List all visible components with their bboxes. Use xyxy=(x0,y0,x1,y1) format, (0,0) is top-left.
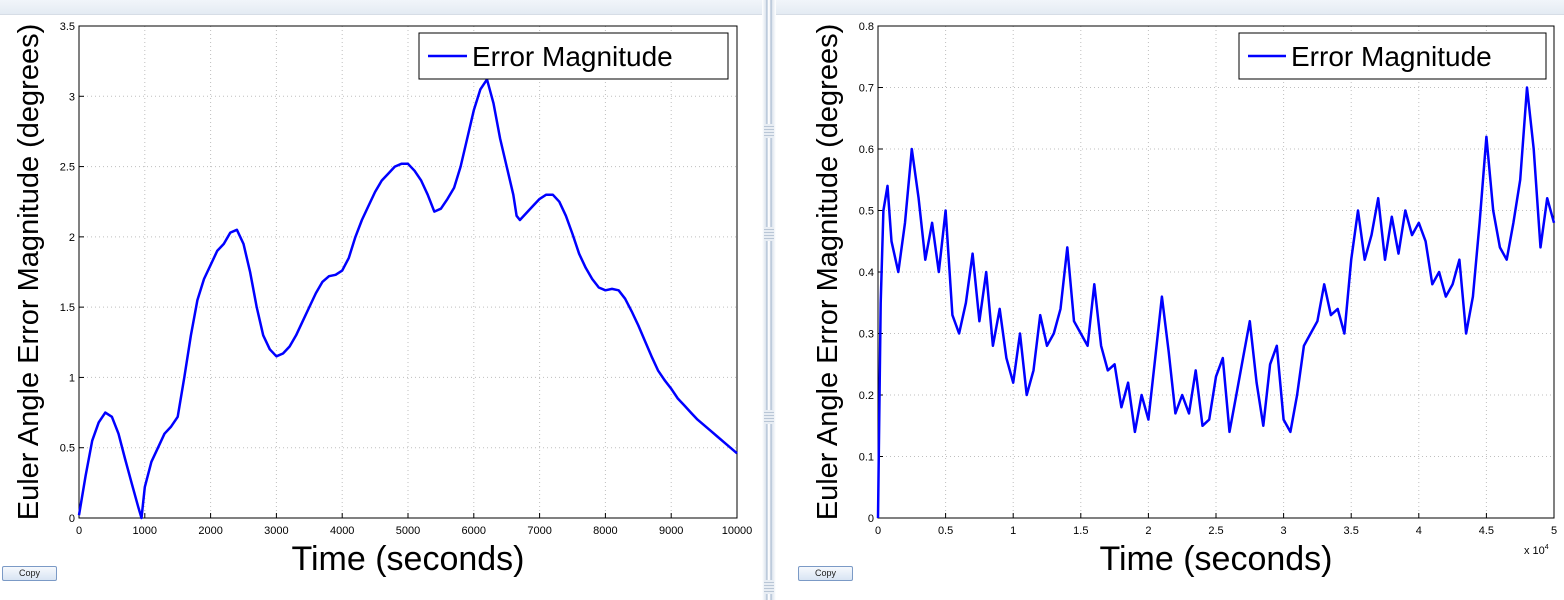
x-tick-label: 9000 xyxy=(659,525,683,537)
x-tick-label: 10000 xyxy=(722,525,753,537)
x-tick-label: 2 xyxy=(1145,525,1151,537)
figure-panel-right: 0 0.5 1 1.5 2 2.5 3 3.5 4 4.5 5 0 0.1 0.2 0.3 0.4 0.5 0.6… xyxy=(776,0,1564,600)
x-tick-label: 0 xyxy=(76,525,82,537)
plot-area xyxy=(79,26,737,518)
y-axis-label: Euler Angle Error Magnitude (degrees) xyxy=(812,24,844,520)
y-tick-label: 0.3 xyxy=(859,329,874,341)
x-tick-label: 3.5 xyxy=(1344,525,1359,537)
splitter-grip-low[interactable] xyxy=(764,410,774,424)
y-tick-label: 0.2 xyxy=(859,390,874,402)
series-line-error-magnitude xyxy=(876,86,1556,519)
window-top-strip-right xyxy=(776,0,1564,15)
x-tick-label: 1.5 xyxy=(1073,525,1088,537)
x-tick-label: 4 xyxy=(1416,525,1422,537)
x-tick-label: 5000 xyxy=(396,525,420,537)
splitter-grip-bottom[interactable] xyxy=(764,580,774,594)
y-tick-label: 3.5 xyxy=(60,21,75,33)
x-tick-label: 1000 xyxy=(133,525,157,537)
x-tick-label: 0.5 xyxy=(938,525,953,537)
y-tick-label: 0.4 xyxy=(859,267,874,279)
pane-splitter[interactable] xyxy=(762,0,776,600)
y-tick-label: 0 xyxy=(69,513,75,525)
x-tick-label: 0 xyxy=(875,525,881,537)
y-tick-label: 0.8 xyxy=(859,21,874,33)
y-tick-label: 2.5 xyxy=(60,162,75,174)
x-tick-label: 3 xyxy=(1281,525,1287,537)
x-tick-label: 1 xyxy=(1010,525,1016,537)
y-tick-label: 1 xyxy=(69,372,75,384)
x-tick-label: 5 xyxy=(1551,525,1557,537)
window-top-strip-left xyxy=(0,0,762,15)
legend: Error Magnitude xyxy=(1238,32,1547,80)
series-line-error-magnitude xyxy=(77,78,738,520)
y-tick-label: 3 xyxy=(69,91,75,103)
x-tick-label: 3000 xyxy=(264,525,288,537)
line-chart-left: 0 1000 2000 3000 4000 5000 6000 7000 8000 9000 100… xyxy=(13,21,753,578)
line-chart-right: 0 0.5 1 1.5 2 2.5 3 3.5 4 4.5 5 0 0.1 0.2 0.3 0.4 0.5 0.6… xyxy=(812,21,1557,578)
x-axis-exponent-power: 4 xyxy=(1545,544,1549,551)
copy-button-right[interactable]: Copy xyxy=(798,566,853,581)
y-tick-label: 0.7 xyxy=(859,83,874,95)
splitter-grip-mid[interactable] xyxy=(764,227,774,241)
y-tick-label: 0.5 xyxy=(859,206,874,218)
y-tick-label: 2 xyxy=(69,232,75,244)
x-tick-label: 6000 xyxy=(462,525,486,537)
splitter-grip-top[interactable] xyxy=(764,124,774,138)
x-tick-label: 8000 xyxy=(593,525,617,537)
y-tick-label: 0.6 xyxy=(859,144,874,156)
x-tick-label: 2.5 xyxy=(1208,525,1223,537)
y-axis-label: Euler Angle Error Magnitude (degrees) xyxy=(13,24,45,520)
x-axis-exponent: x 104 xyxy=(1524,544,1549,557)
legend-box xyxy=(1238,32,1547,80)
legend: Error Magnitude xyxy=(418,32,729,80)
x-tick-label: 7000 xyxy=(527,525,551,537)
x-tick-label: 2000 xyxy=(198,525,222,537)
plot-area xyxy=(878,26,1554,518)
legend-entry-label: Error Magnitude xyxy=(472,41,673,72)
legend-box xyxy=(418,32,729,80)
legend-entry-label: Error Magnitude xyxy=(1291,41,1492,72)
copy-button-left[interactable]: Copy xyxy=(2,566,57,581)
x-tick-label: 4000 xyxy=(330,525,354,537)
y-tick-label: 0.1 xyxy=(859,452,874,464)
y-tick-label: 0 xyxy=(868,513,874,525)
y-tick-label: 0.5 xyxy=(60,443,75,455)
x-axis-label: Time (seconds) xyxy=(291,540,524,578)
figure-panel-left: 0 1000 2000 3000 4000 5000 6000 7000 8000 9000 100… xyxy=(0,0,762,600)
x-axis-label: Time (seconds) xyxy=(1099,540,1332,578)
x-tick-label: 4.5 xyxy=(1479,525,1494,537)
y-tick-label: 1.5 xyxy=(60,302,75,314)
